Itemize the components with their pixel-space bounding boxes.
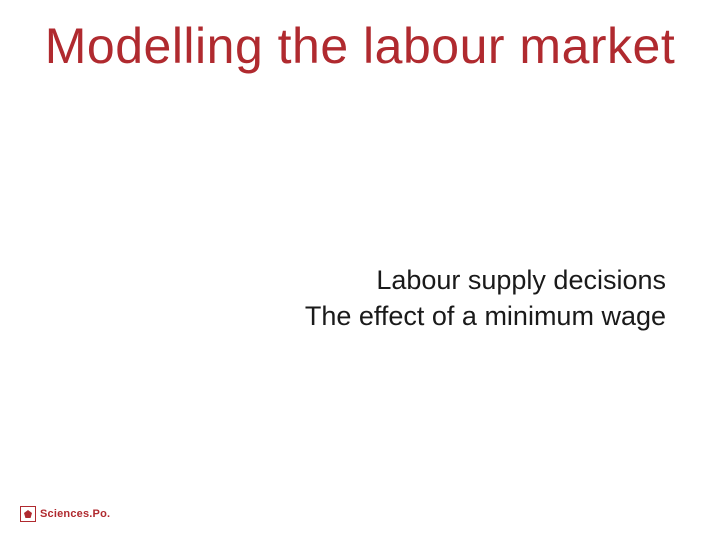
brand-text: Sciences.Po. [40,508,110,520]
subtitle-line-2: The effect of a minimum wage [305,298,666,334]
slide: Modelling the labour market Labour suppl… [0,0,720,540]
slide-subtitle: Labour supply decisions The effect of a … [305,262,666,335]
logo-icon [20,506,36,522]
logo-icon-inner [24,510,32,518]
subtitle-line-1: Labour supply decisions [305,262,666,298]
footer-logo: Sciences.Po. [20,506,110,522]
slide-title: Modelling the labour market [0,18,720,76]
